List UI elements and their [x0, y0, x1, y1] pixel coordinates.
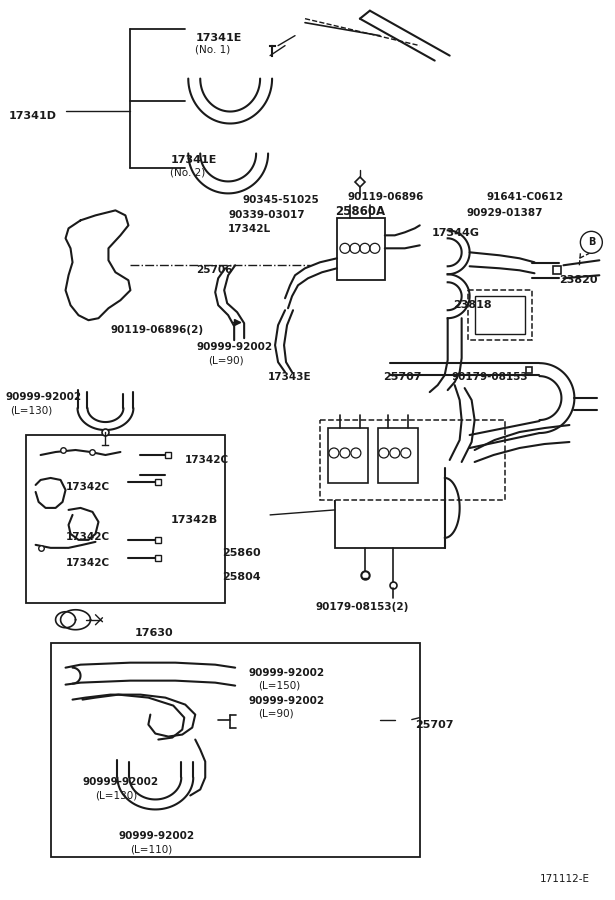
- Text: 17342C: 17342C: [66, 558, 109, 568]
- Text: (L=110): (L=110): [130, 844, 173, 854]
- Bar: [328, 428, 368, 483]
- Text: 17342B: 17342B: [170, 515, 218, 525]
- Text: (L=150): (L=150): [258, 680, 300, 690]
- Text: (L=90): (L=90): [208, 356, 244, 365]
- Text: 17341E: 17341E: [170, 156, 216, 166]
- Text: 25804: 25804: [222, 572, 261, 581]
- Text: (No. 2): (No. 2): [170, 167, 205, 177]
- Text: 171112-E: 171112-E: [539, 874, 589, 885]
- Text: (No. 1): (No. 1): [195, 45, 231, 55]
- Text: 17344G: 17344G: [432, 229, 480, 238]
- Text: 90179-08153: 90179-08153: [452, 372, 528, 382]
- Text: 25860A: 25860A: [335, 205, 385, 219]
- Bar: [50, 643, 420, 858]
- Text: 25860: 25860: [222, 548, 261, 558]
- Text: 17342L: 17342L: [228, 224, 271, 234]
- Text: 25706: 25706: [196, 266, 232, 275]
- Text: 25707: 25707: [415, 720, 453, 730]
- Text: 90999-92002: 90999-92002: [248, 696, 324, 706]
- Text: 17341D: 17341D: [9, 111, 57, 121]
- Text: 17343E: 17343E: [268, 372, 312, 382]
- Text: 90119-06896(2): 90119-06896(2): [111, 325, 204, 335]
- Text: 90929-01387: 90929-01387: [467, 209, 543, 219]
- Text: 90999-92002: 90999-92002: [196, 342, 272, 352]
- Bar: [26, 435, 225, 603]
- Text: 90999-92002: 90999-92002: [6, 392, 82, 402]
- Text: 17342C: 17342C: [66, 532, 109, 542]
- Text: (L=130): (L=130): [95, 790, 138, 800]
- Bar: [320, 420, 504, 500]
- Text: 25707: 25707: [383, 372, 421, 382]
- Bar: [467, 290, 533, 340]
- Text: 23820: 23820: [560, 275, 598, 285]
- Text: 23818: 23818: [453, 301, 491, 310]
- Text: 90999-92002: 90999-92002: [248, 668, 324, 678]
- Text: 90119-06896: 90119-06896: [348, 193, 424, 202]
- Text: 17342C: 17342C: [185, 455, 229, 465]
- Text: 90339-03017: 90339-03017: [228, 211, 305, 220]
- Bar: [335, 468, 445, 548]
- Bar: [475, 296, 525, 334]
- Text: 90345-51025: 90345-51025: [242, 195, 319, 205]
- Text: 17630: 17630: [135, 627, 173, 638]
- Bar: [337, 219, 385, 280]
- Text: 90999-92002: 90999-92002: [119, 832, 194, 842]
- Text: (L=90): (L=90): [258, 708, 294, 718]
- Text: 17342C: 17342C: [66, 482, 109, 492]
- Text: 90179-08153(2): 90179-08153(2): [316, 602, 410, 612]
- Text: 17341E: 17341E: [195, 32, 242, 42]
- Text: 91641-C0612: 91641-C0612: [486, 193, 564, 202]
- Text: (L=130): (L=130): [10, 405, 52, 415]
- Text: B: B: [588, 238, 595, 248]
- Bar: [378, 428, 418, 483]
- Text: 90999-92002: 90999-92002: [82, 778, 159, 788]
